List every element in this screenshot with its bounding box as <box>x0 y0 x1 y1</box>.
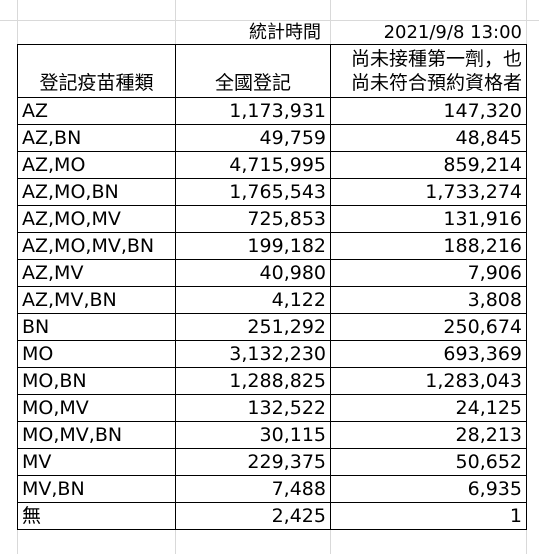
stat-time-value: 2021/9/8 13:00 <box>383 22 522 43</box>
cell-national-count[interactable]: 7,488 <box>175 475 331 503</box>
table-row: MO,BN 1,288,825 1,283,043 <box>17 367 527 395</box>
cell-not-yet-count[interactable]: 188,216 <box>330 232 527 260</box>
gridline <box>0 20 539 21</box>
cell-not-yet-count[interactable]: 859,214 <box>330 151 527 179</box>
table-row: MV 229,375 50,652 <box>17 448 527 476</box>
table-row: MO,MV 132,522 24,125 <box>17 394 527 422</box>
cell-national-count[interactable]: 4,715,995 <box>175 151 331 179</box>
cell-national-count[interactable]: 229,375 <box>175 448 331 476</box>
cell-vaccine-type[interactable]: AZ,MV,BN <box>17 286 176 314</box>
cell-vaccine-type[interactable]: MO,MV,BN <box>17 421 176 449</box>
header-category[interactable]: 登記疫苗種類 <box>17 44 176 98</box>
cell-national-count[interactable]: 49,759 <box>175 124 331 152</box>
cell-not-yet-count[interactable]: 24,125 <box>330 394 527 422</box>
cell-national-count[interactable]: 1,288,825 <box>175 367 331 395</box>
header-row: 登記疫苗種類 全國登記 尚未接種第一劑，也 尚未符合預約資格者 <box>17 44 527 98</box>
cell-vaccine-type[interactable]: AZ,MO,MV,BN <box>17 232 176 260</box>
table-row: MO,MV,BN 30,115 28,213 <box>17 421 527 449</box>
table-row: BN 251,292 250,674 <box>17 313 527 341</box>
table-row: AZ,MV 40,980 7,906 <box>17 259 527 287</box>
header-national[interactable]: 全國登記 <box>175 44 331 98</box>
table-row: AZ 1,173,931 147,320 <box>17 97 527 125</box>
cell-national-count[interactable]: 251,292 <box>175 313 331 341</box>
cell-not-yet-count[interactable]: 1,733,274 <box>330 178 527 206</box>
table-row: AZ,MO,BN 1,765,543 1,733,274 <box>17 178 527 206</box>
cell-not-yet-count[interactable]: 28,213 <box>330 421 527 449</box>
cell-not-yet-count[interactable]: 1 <box>330 502 527 530</box>
cell-vaccine-type[interactable]: AZ,MO,BN <box>17 178 176 206</box>
cell-not-yet-count[interactable]: 50,652 <box>330 448 527 476</box>
cell-not-yet-count[interactable]: 250,674 <box>330 313 527 341</box>
cell-vaccine-type[interactable]: AZ,MV <box>17 259 176 287</box>
header-not-yet-line1: 尚未接種第一劑，也 <box>350 48 522 70</box>
stat-time-label: 統計時間 <box>249 22 321 43</box>
cell-vaccine-type[interactable]: MO <box>17 340 176 368</box>
table-row: AZ,MO,MV,BN 199,182 188,216 <box>17 232 527 260</box>
cell-vaccine-type[interactable]: AZ,MO <box>17 151 176 179</box>
cell-not-yet-count[interactable]: 131,916 <box>330 205 527 233</box>
cell-vaccine-type[interactable]: MV <box>17 448 176 476</box>
table-row: AZ,MO,MV 725,853 131,916 <box>17 205 527 233</box>
header-not-yet-line2: 尚未符合預約資格者 <box>350 72 522 94</box>
cell-vaccine-type[interactable]: MO,MV <box>17 394 176 422</box>
cell-national-count[interactable]: 1,765,543 <box>175 178 331 206</box>
cell-vaccine-type[interactable]: MV,BN <box>17 475 176 503</box>
cell-national-count[interactable]: 199,182 <box>175 232 331 260</box>
cell-not-yet-count[interactable]: 147,320 <box>330 97 527 125</box>
cell-national-count[interactable]: 40,980 <box>175 259 331 287</box>
cell-national-count[interactable]: 4,122 <box>175 286 331 314</box>
cell-not-yet-count[interactable]: 693,369 <box>330 340 527 368</box>
cell-national-count[interactable]: 725,853 <box>175 205 331 233</box>
table-row: AZ,BN 49,759 48,845 <box>17 124 527 152</box>
header-not-yet[interactable]: 尚未接種第一劑，也 尚未符合預約資格者 <box>330 44 527 98</box>
cell-national-count[interactable]: 30,115 <box>175 421 331 449</box>
cell-vaccine-type[interactable]: AZ,BN <box>17 124 176 152</box>
cell-not-yet-count[interactable]: 6,935 <box>330 475 527 503</box>
cell-not-yet-count[interactable]: 48,845 <box>330 124 527 152</box>
table-row: 無 2,425 1 <box>17 502 527 530</box>
cell-not-yet-count[interactable]: 3,808 <box>330 286 527 314</box>
cell-national-count[interactable]: 1,173,931 <box>175 97 331 125</box>
table-row: AZ,MO 4,715,995 859,214 <box>17 151 527 179</box>
cell-not-yet-count[interactable]: 7,906 <box>330 259 527 287</box>
cell-vaccine-type[interactable]: BN <box>17 313 176 341</box>
table-row: AZ,MV,BN 4,122 3,808 <box>17 286 527 314</box>
cell-vaccine-type[interactable]: MO,BN <box>17 367 176 395</box>
cell-vaccine-type[interactable]: 無 <box>17 502 176 530</box>
vaccine-registration-table: 登記疫苗種類 全國登記 尚未接種第一劑，也 尚未符合預約資格者 AZ 1,173,9… <box>17 44 527 530</box>
cell-vaccine-type[interactable]: AZ,MO,MV <box>17 205 176 233</box>
cell-not-yet-count[interactable]: 1,283,043 <box>330 367 527 395</box>
table-row: MV,BN 7,488 6,935 <box>17 475 527 503</box>
gridline <box>526 0 527 554</box>
cell-vaccine-type[interactable]: AZ <box>17 97 176 125</box>
table-row: MO 3,132,230 693,369 <box>17 340 527 368</box>
cell-national-count[interactable]: 3,132,230 <box>175 340 331 368</box>
cell-national-count[interactable]: 132,522 <box>175 394 331 422</box>
cell-national-count[interactable]: 2,425 <box>175 502 331 530</box>
